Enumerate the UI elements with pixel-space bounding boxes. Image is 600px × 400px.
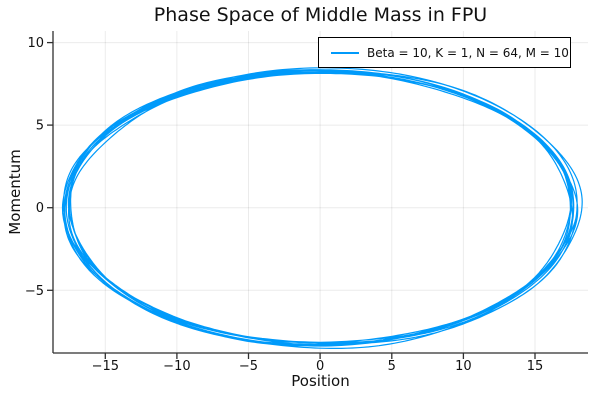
y-tick-label: 5 [36,119,44,134]
x-tick-label: −5 [239,359,258,374]
y-tick-label: 10 [27,36,44,51]
chart-title: Phase Space of Middle Mass in FPU [153,4,488,26]
x-tick-label: 0 [316,359,324,374]
legend-entry-label: Beta = 10, K = 1, N = 64, M = 10 [367,45,569,60]
y-tick-label: −5 [25,284,44,299]
y-axis-label: Momentum [6,149,24,235]
trajectory-line [61,67,583,349]
x-axis-label: Position [291,372,350,390]
legend: Beta = 10, K = 1, N = 64, M = 10 [318,37,571,68]
y-tick-label: 0 [36,201,44,216]
x-tick-label: 5 [388,359,396,374]
x-tick-label: 15 [527,359,544,374]
x-tick-label: −15 [92,359,119,374]
x-tick-label: 10 [455,359,472,374]
x-tick-label: −10 [163,359,190,374]
legend-line-swatch [331,51,359,54]
